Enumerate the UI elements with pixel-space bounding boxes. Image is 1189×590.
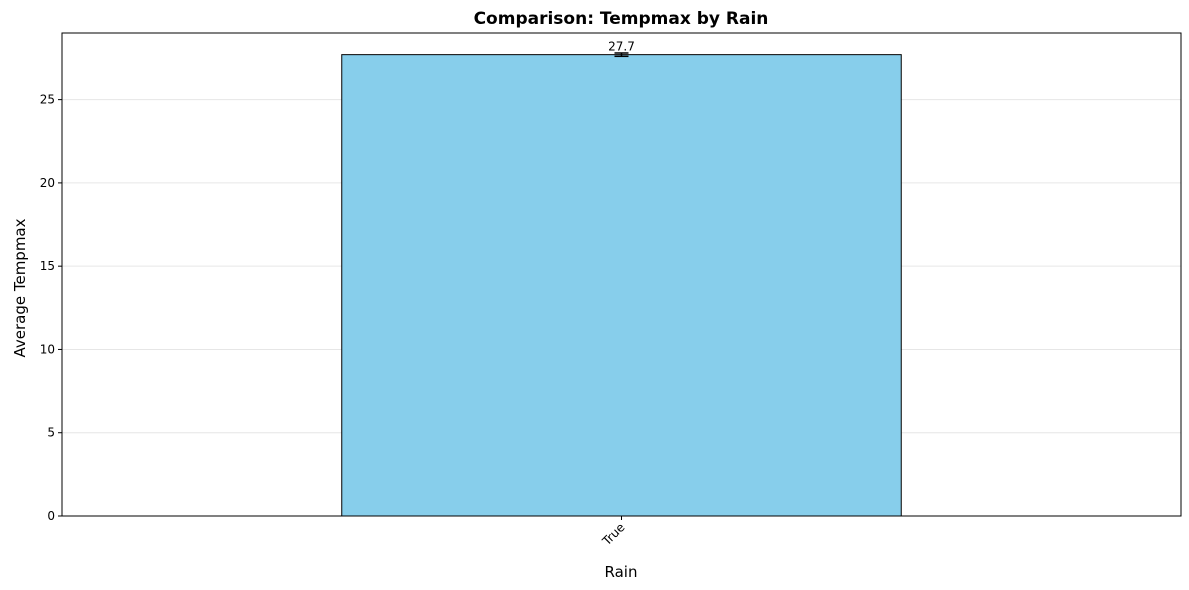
y-tick-label: 0: [47, 509, 55, 523]
bar-true: [341, 54, 902, 517]
y-tick-label: 25: [40, 93, 55, 107]
chart-title: Comparison: Tempmax by Rain: [474, 9, 769, 29]
x-axis-ticks: True: [599, 516, 628, 549]
y-tick-label: 10: [40, 342, 55, 356]
y-tick-label: 15: [40, 259, 55, 273]
y-tick-label: 5: [47, 426, 55, 440]
error-bars: [614, 52, 629, 58]
bars: [341, 54, 902, 517]
x-axis-label: Rain: [605, 563, 638, 581]
y-tick-label: 20: [40, 176, 55, 190]
data-labels: 27.7: [608, 40, 635, 54]
y-axis-ticks: 0 5 10 15 20 25: [40, 93, 62, 523]
y-axis-label: Average Tempmax: [11, 218, 29, 357]
x-tick-label: True: [599, 520, 628, 549]
data-label: 27.7: [608, 40, 635, 54]
